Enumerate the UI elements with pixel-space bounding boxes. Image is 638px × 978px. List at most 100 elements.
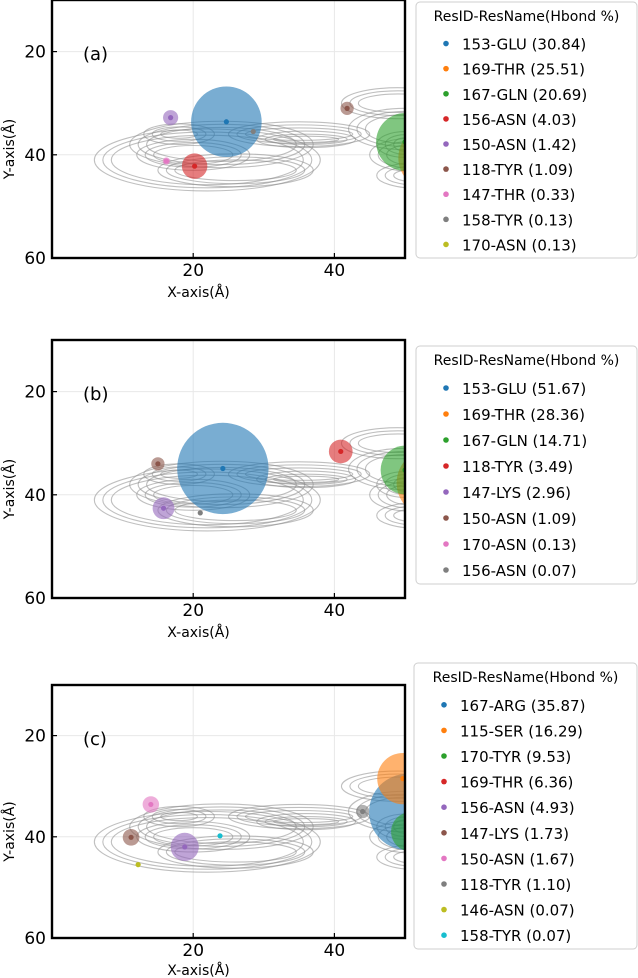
bubble-167-GLN: [376, 113, 405, 171]
y-tick-label: 20: [24, 383, 46, 403]
point-147-LYS: [128, 834, 134, 840]
legend-entry: 150-ASN (1.09): [462, 510, 577, 528]
legend-marker: [441, 855, 447, 862]
density-contour: [356, 450, 405, 488]
point-158-TYR: [217, 833, 223, 839]
legend: ResID-ResName(Hbond %) 167-ARG (35.87) 115…: [413, 662, 638, 950]
density-contour: [93, 810, 321, 873]
density-contour: [273, 475, 340, 483]
legend-entry: 169-THR (28.36): [462, 406, 585, 424]
legend-title: ResID-ResName(Hbond %): [434, 9, 620, 25]
point-118-TYR: [360, 808, 366, 815]
y-axis-label: Y-axis(Å): [1, 119, 18, 181]
legend-entry: 147-LYS (2.96): [462, 484, 571, 502]
density-contour: [165, 838, 306, 866]
legend-marker: [443, 116, 449, 122]
legend-entry: 169-THR (25.51): [462, 61, 585, 79]
y-tick-label: 40: [24, 828, 46, 848]
x-tick-label: 20: [182, 601, 204, 621]
density-contour: [393, 851, 405, 864]
y-tick-label: 40: [24, 146, 46, 166]
legend-marker: [443, 40, 449, 47]
legend-marker: [443, 385, 449, 391]
density-contour: [376, 162, 405, 189]
legend-marker: [443, 241, 449, 248]
plot-area: [93, 752, 413, 873]
plot-area: [93, 422, 405, 532]
legend-marker: [441, 881, 447, 887]
legend-marker: [443, 567, 449, 573]
density-contour: [151, 808, 207, 825]
legend-marker: [443, 515, 449, 521]
x-axis-label: X-axis(Å): [167, 962, 230, 978]
legend-entry: 118-TYR (1.09): [462, 161, 573, 179]
legend-marker: [443, 541, 449, 547]
point-147-LYS: [160, 505, 167, 511]
legend: ResID-ResName(Hbond %) 153-GLU (51.67) 169…: [415, 345, 638, 585]
legend-marker: [441, 804, 447, 810]
legend-entry: 170-TYR (9.53): [460, 748, 571, 766]
panel-label: (a): [83, 44, 108, 65]
legend-box: [413, 662, 638, 950]
density-contour: [174, 159, 297, 182]
bubble-167-GLN: [380, 445, 405, 495]
legend-entry: 153-GLU (30.84): [462, 36, 586, 54]
legend-entry: 150-ASN (1.67): [460, 850, 575, 868]
legend-entry: 115-SER (16.29): [460, 722, 583, 740]
point-156-ASN: [182, 844, 188, 850]
density-contour: [157, 835, 314, 869]
x-tick-label: 40: [324, 261, 346, 281]
legend-entry: 146-ASN (0.07): [460, 902, 575, 920]
density-contour: [264, 816, 348, 828]
y-tick-label: 20: [24, 727, 46, 747]
density-contour: [165, 156, 306, 185]
density-contour: [160, 811, 198, 822]
legend-marker: [443, 437, 449, 443]
y-axis-label: Y-axis(Å): [1, 801, 18, 863]
legend-entry: 150-ASN (1.42): [462, 136, 577, 154]
density-contour: [369, 137, 405, 172]
legend-marker: [443, 166, 449, 172]
legend-entry: 167-GLN (20.69): [462, 86, 587, 104]
density-contour: [369, 477, 405, 512]
legend-marker: [441, 830, 447, 836]
density-contour: [357, 93, 405, 114]
axes-frame: [50, 338, 407, 600]
density-contour: [384, 165, 405, 185]
legend-marker: [441, 727, 447, 734]
x-tick-label: 40: [324, 941, 346, 961]
point-146-ASN: [135, 862, 141, 868]
point-170-TYR: [408, 829, 413, 834]
panel-label: (b): [83, 384, 108, 405]
y-tick-label: 60: [24, 589, 46, 609]
legend-box: [415, 345, 638, 585]
legend-marker: [443, 191, 449, 198]
density-contour: [377, 141, 405, 169]
density-contour: [273, 818, 340, 826]
density-contour: [143, 805, 215, 828]
density-contour: [376, 471, 405, 498]
density-contour: [102, 813, 313, 870]
axes-frame: [50, 683, 407, 940]
legend-entry: 158-TYR (0.07): [460, 927, 571, 945]
y-tick-label: 40: [24, 486, 46, 506]
legend-entry: 167-ARG (35.87): [460, 697, 585, 715]
legend-marker: [443, 90, 449, 97]
y-tick-label: 60: [24, 929, 46, 949]
legend-marker: [443, 411, 449, 417]
density-contour: [356, 110, 405, 148]
legend-entry: 158-TYR (0.13): [462, 211, 573, 229]
legend-entry: 118-TYR (1.10): [460, 876, 571, 894]
legend-entry: 147-LYS (1.73): [460, 825, 569, 843]
legend-marker: [443, 141, 449, 147]
x-tick-label: 40: [324, 601, 346, 621]
density-contour: [384, 505, 405, 525]
legend-entry: 170-ASN (0.13): [462, 536, 577, 554]
x-axis-label: X-axis(Å): [167, 624, 230, 641]
point-150-ASN: [148, 801, 154, 808]
point-153-GLU: [223, 119, 229, 125]
point-118-TYR: [344, 105, 350, 111]
panel-2: 20 40 20 40 60 X-axis(Å) Y-axis(Å) (c) ResID-Res…: [1, 662, 638, 978]
point-150-ASN: [155, 461, 161, 467]
